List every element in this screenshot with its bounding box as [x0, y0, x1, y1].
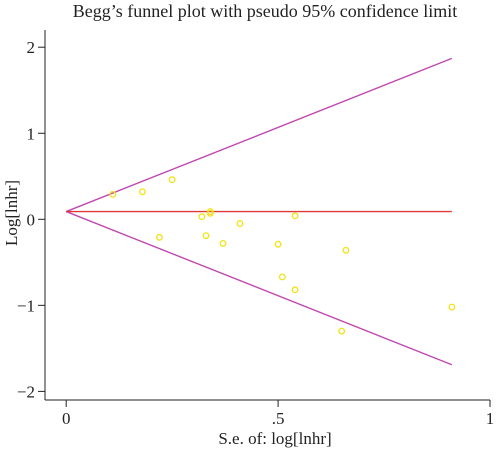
y-axis-label: Log[lnhr]: [2, 180, 21, 246]
study-point: [206, 209, 214, 217]
study-point: [274, 240, 282, 248]
study-point: [202, 232, 210, 240]
funnel-lines: [65, 57, 453, 366]
study-point: [338, 327, 346, 335]
study-point: [139, 188, 146, 196]
x-tick-label: 0: [62, 409, 71, 428]
chart-title: Begg’s funnel plot with pseudo 95% confi…: [73, 1, 457, 21]
upper-pseudo-95-limit-line: [65, 57, 453, 213]
study-point: [236, 220, 244, 228]
y-tick-label: 1: [27, 124, 36, 143]
x-tick-label: 1: [486, 409, 495, 428]
study-point: [448, 303, 456, 311]
study-points: [109, 176, 456, 335]
y-tick-label: 2: [27, 38, 36, 57]
study-point: [342, 246, 350, 254]
study-point: [291, 212, 299, 220]
study-point: [291, 286, 299, 294]
lower-pseudo-95-limit-line: [65, 210, 453, 366]
plot-area: [44, 30, 490, 401]
y-tick-label: 0: [27, 210, 36, 229]
study-point: [198, 213, 206, 221]
x-axis-ticks: 0.5 1: [62, 400, 494, 428]
study-point: [168, 176, 176, 184]
study-point: [278, 273, 286, 281]
y-axis-ticks: 2 1 0 −1 −2: [17, 38, 45, 401]
study-point: [109, 190, 117, 198]
study-point: [155, 233, 163, 241]
x-tick-label: .5: [272, 409, 285, 428]
y-tick-label: −1: [17, 296, 35, 315]
y-tick-label: −2: [17, 382, 35, 401]
x-axis-label: S.e. of: log[lnhr]: [218, 429, 331, 448]
study-point: [219, 239, 227, 247]
